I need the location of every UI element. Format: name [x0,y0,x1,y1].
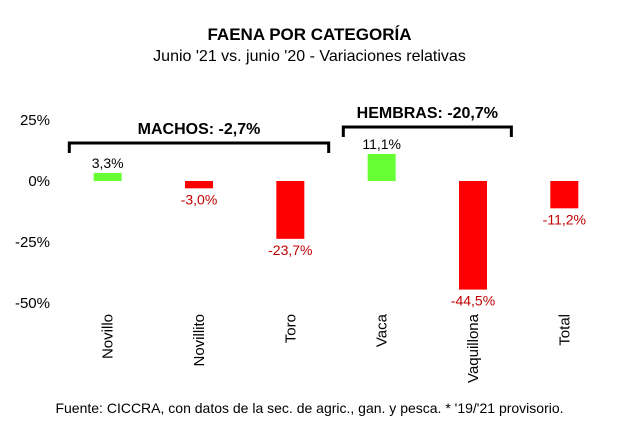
data-label: -3,0% [181,191,218,207]
y-tick-label: -50% [15,295,50,312]
bar-vaquillona [459,181,487,290]
source-note: Fuente: CICCRA, con datos de la sec. de … [55,400,564,416]
category-label: Novillo [100,314,117,359]
category-label: Novillito [191,314,208,367]
y-tick-label: 25% [20,112,50,129]
data-label: -44,5% [451,293,495,309]
data-label: 3,3% [92,155,124,171]
data-label: 11,1% [362,136,401,152]
y-tick-label: -25% [15,234,50,251]
category-label: Vaca [374,313,391,347]
group-bracket [341,125,513,137]
bar-total [550,181,579,209]
category-label: Toro [282,314,299,343]
chart-title: FAENA POR CATEGORÍA [207,25,412,44]
data-label: -11,2% [543,211,586,227]
bar-toro [276,181,305,239]
category-label: Total [556,314,573,346]
y-tick-label: 0% [28,173,50,190]
data-label: -23,7% [268,242,312,258]
group-label: MACHOS: -2,7% [138,121,261,138]
bar-novillo [93,172,122,181]
bar-novillito [185,181,213,189]
bar-vaca [367,153,396,181]
group-bracket [67,141,331,153]
category-label: Vaquillona [465,313,482,383]
chart-subtitle: Junio '21 vs. junio '20 - Variaciones re… [153,48,466,65]
group-label: HEMBRAS: -20,7% [357,105,498,122]
